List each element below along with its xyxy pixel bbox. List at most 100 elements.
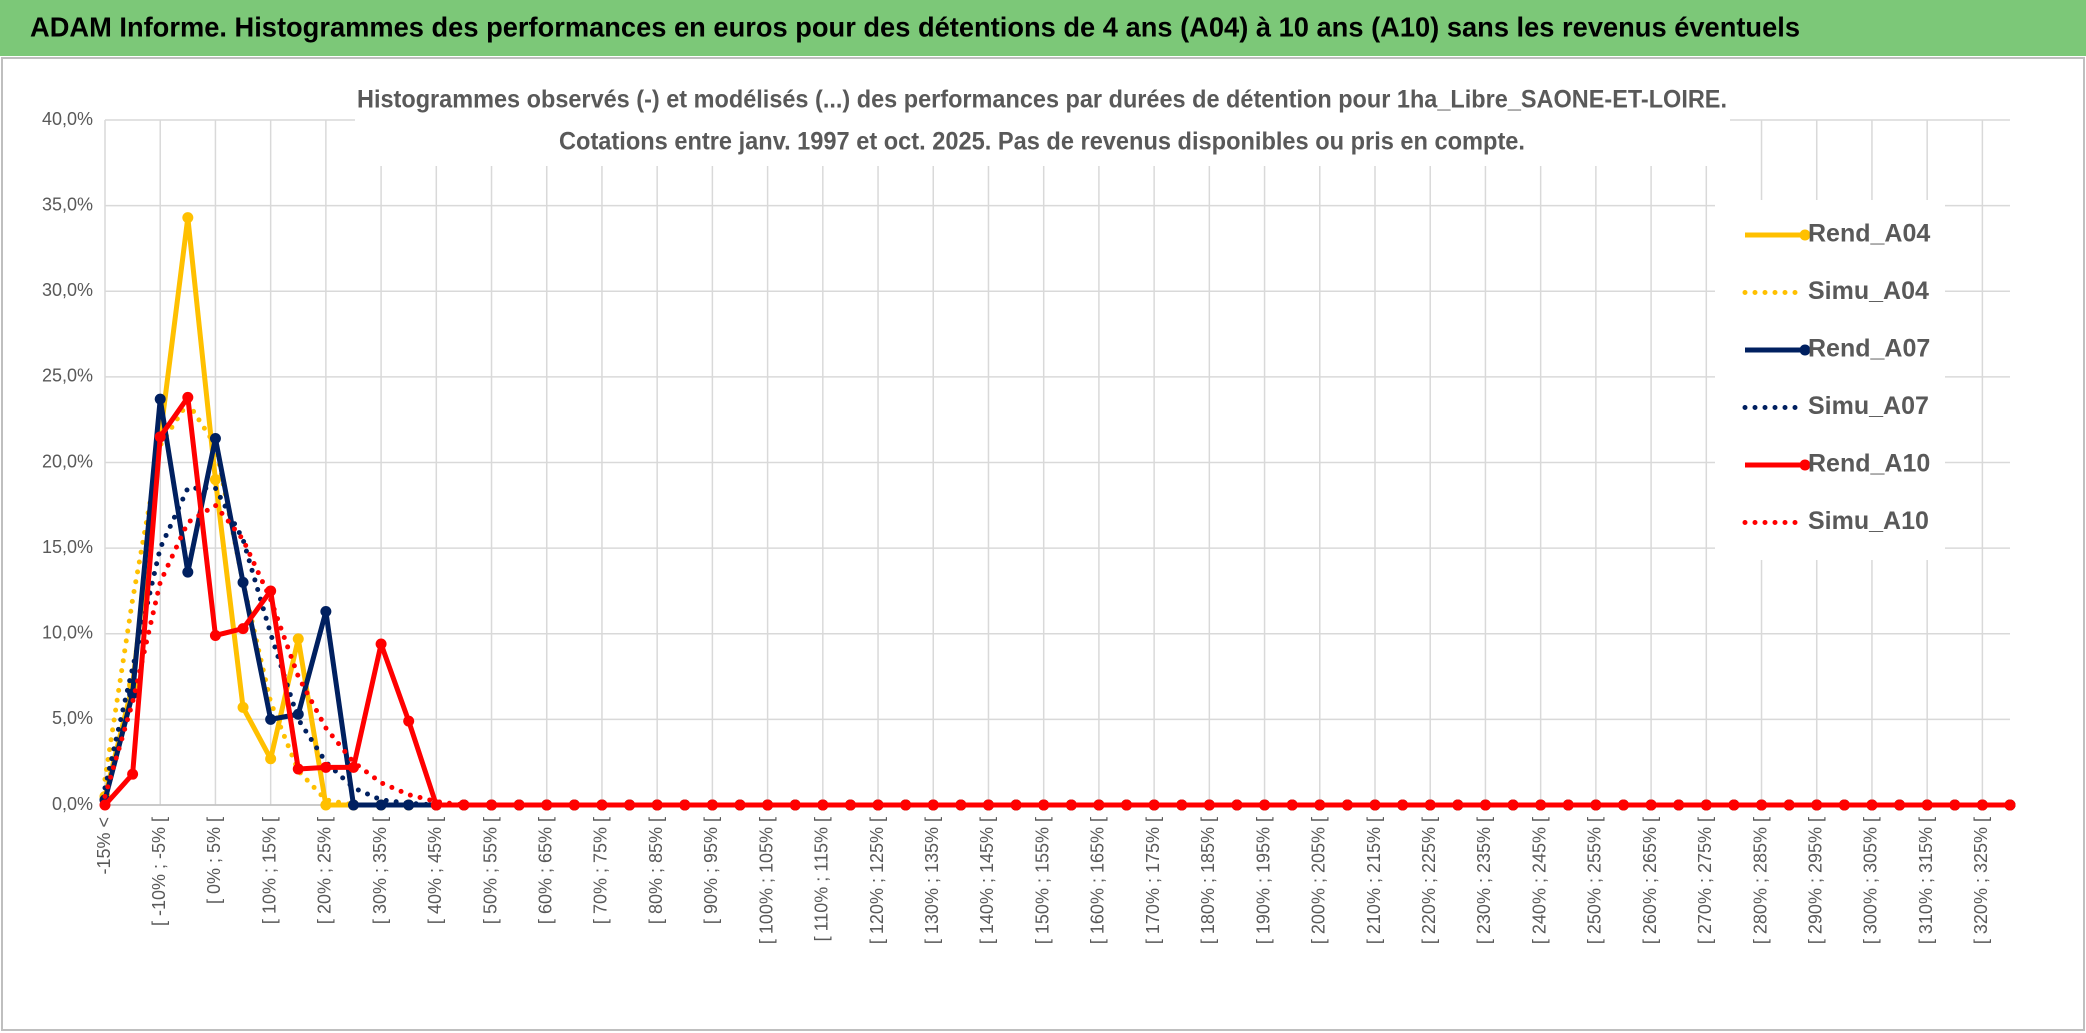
x-tick-label: [ 150% ; 155% [ [1032,817,1052,944]
data-point [265,585,277,597]
data-point [1976,799,1988,811]
data-point [1121,799,1133,811]
data-point [541,799,553,811]
x-tick-label: [ 200% ; 205% [ [1309,817,1329,944]
data-point [1700,799,1712,811]
x-tick-label: [ 60% ; 65% [ [535,817,555,924]
legend-marker [1799,229,1811,241]
legend-label: Rend_A10 [1808,450,1930,478]
chart-subtitle: Cotations entre janv. 1997 et oct. 2025.… [559,128,1525,156]
chart-title: Histogrammes observés (-) et modélisés (… [357,86,1727,114]
data-point [1507,799,1519,811]
y-tick-label: 10,0% [42,623,93,643]
x-tick-label: [ 300% ; 305% [ [1861,817,1881,944]
data-point [209,433,221,445]
legend-label: Simu_A10 [1808,507,1929,535]
data-point [375,638,387,650]
x-tick-label: [ 80% ; 85% [ [646,817,666,924]
data-point [1811,799,1823,811]
data-point [900,799,912,811]
data-point [292,763,304,775]
data-point [237,701,249,713]
data-point [347,799,359,811]
data-point [182,391,194,403]
x-tick-label: [ 10% ; 15% [ [259,817,279,924]
y-tick-label: 40,0% [42,109,93,129]
x-tick-label: [ 190% ; 195% [ [1253,817,1273,944]
x-tick-label: [ 20% ; 25% [ [315,817,335,924]
data-point [375,799,387,811]
y-tick-label: 20,0% [42,451,93,471]
y-tick-label: 5,0% [52,708,93,728]
legend-label: Simu_A04 [1808,277,1929,305]
data-point [1148,799,1160,811]
legend-marker [1799,459,1811,471]
legend-label: Rend_A04 [1808,220,1930,248]
data-point [320,761,332,773]
x-tick-label: [ 30% ; 35% [ [370,817,390,924]
x-tick-label: [ 50% ; 55% [ [480,817,500,924]
data-point [596,799,608,811]
x-tick-label: [ 270% ; 275% [ [1695,817,1715,944]
y-tick-label: 25,0% [42,366,93,386]
data-point [1866,799,1878,811]
legend-label: Rend_A07 [1808,335,1930,363]
data-point [1038,799,1050,811]
x-tick-label: [ 320% ; 325% [ [1971,817,1991,944]
data-point [706,799,718,811]
data-point [320,605,332,617]
x-tick-label: [ 40% ; 45% [ [425,817,445,924]
x-tick-label: [ 120% ; 125% [ [867,817,887,944]
x-tick-label: [ 280% ; 285% [ [1750,817,1770,944]
banner-title: ADAM Informe. Histogrammes des performan… [30,11,1800,42]
data-point [1479,799,1491,811]
x-tick-label: [ 230% ; 235% [ [1474,817,1494,944]
data-point [1949,799,1961,811]
legend-marker [1799,344,1811,356]
data-point [458,799,470,811]
x-tick-label: [ 240% ; 245% [ [1529,817,1549,944]
data-point [403,715,415,727]
y-tick-label: 0,0% [52,794,93,814]
data-point [1838,799,1850,811]
data-point [679,799,691,811]
data-point [1010,799,1022,811]
data-point [1259,799,1271,811]
data-point [182,566,194,578]
x-tick-label: [ 260% ; 265% [ [1640,817,1660,944]
x-tick-label: [ -10% ; -5% [ [149,817,169,926]
chart-border [1,57,2085,1031]
x-tick-label: [ 170% ; 175% [ [1143,817,1163,944]
data-point [1397,799,1409,811]
data-point [1286,799,1298,811]
data-point [1369,799,1381,811]
data-point [1617,799,1629,811]
data-point [347,761,359,773]
data-point [292,633,304,645]
data-point [237,576,249,588]
data-point [265,753,277,765]
data-point [817,799,829,811]
x-tick-label: [ 130% ; 135% [ [922,817,942,944]
data-point [127,768,139,780]
x-tick-label: [ 70% ; 75% [ [591,817,611,924]
x-tick-label: -15% < [94,817,114,875]
data-point [99,799,111,811]
title-background [355,80,1730,166]
x-tick-label: [ 90% ; 95% [ [701,817,721,924]
data-point [1590,799,1602,811]
data-point [209,629,221,641]
x-tick-label: [ 310% ; 315% [ [1916,817,1936,944]
x-tick-label: [ 210% ; 215% [ [1364,817,1384,944]
x-tick-label: [ 0% ; 5% [ [204,817,224,904]
data-point [568,799,580,811]
x-tick-label: [ 160% ; 165% [ [1088,817,1108,944]
x-tick-label: [ 250% ; 255% [ [1585,817,1605,944]
data-point [265,713,277,725]
x-tick-label: [ 290% ; 295% [ [1805,817,1825,944]
data-point [1728,799,1740,811]
legend-background [1715,200,1945,560]
data-point [154,431,166,443]
